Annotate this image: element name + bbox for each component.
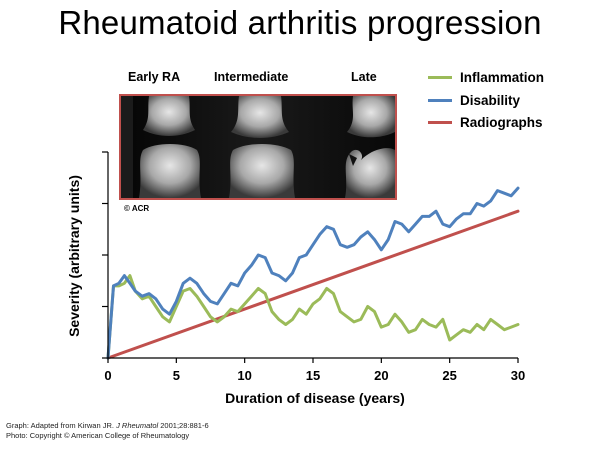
x-tick-label-10: 10 [237,368,251,383]
xray-label-early: Early RA [128,70,181,84]
footnote-graph-prefix: Graph: Adapted from Kirwan JR. [6,421,117,430]
x-tick-label-25: 25 [442,368,456,383]
x-axis-label: Duration of disease (years) [225,390,405,406]
legend-item-disability: Disability [428,91,520,109]
series-line-inflammation [106,274,520,360]
footnote-graph-suffix: 2001;28:881-6 [158,421,209,430]
x-tick-label-0: 0 [104,368,111,383]
legend-swatch-inflammation [428,75,452,79]
x-tick-label-30: 30 [511,368,525,383]
y-axis-label: Severity (arbitrary units) [66,175,82,337]
xray-image [121,96,395,198]
slide-title: Rheumatoid arthritis progression [58,4,542,41]
footnote-journal: J Rheumatol [116,421,159,430]
graph-source-footnote: Graph: Adapted from Kirwan JR. J Rheumat… [6,421,209,430]
xray-image-panel [119,94,397,200]
legend-swatch-disability [428,98,452,102]
legend-swatch-radiographs [428,120,452,124]
x-tick-label-15: 15 [306,368,320,383]
series-line-radiographs [106,209,520,360]
x-tick-label-20: 20 [374,368,388,383]
legend-label-inflammation: Inflammation [460,69,545,85]
xray-joint-late [345,96,395,198]
legend-label-disability: Disability [460,92,521,108]
legend-label-radiographs: Radiographs [460,114,543,130]
legend-item-radiographs: Radiographs [428,113,543,131]
xray-joint-early [121,96,201,198]
photo-copyright-footnote: Photo: Copyright © American College of R… [6,431,190,440]
xray-label-late: Late [351,70,377,84]
legend-item-inflammation: Inflammation [428,68,544,86]
x-tick-label-5: 5 [173,368,180,383]
image-credit: © ACR [124,204,150,213]
xray-label-intermediate: Intermediate [214,70,289,84]
xray-joint-intermediate [229,96,295,198]
series-line-disability [106,186,520,360]
